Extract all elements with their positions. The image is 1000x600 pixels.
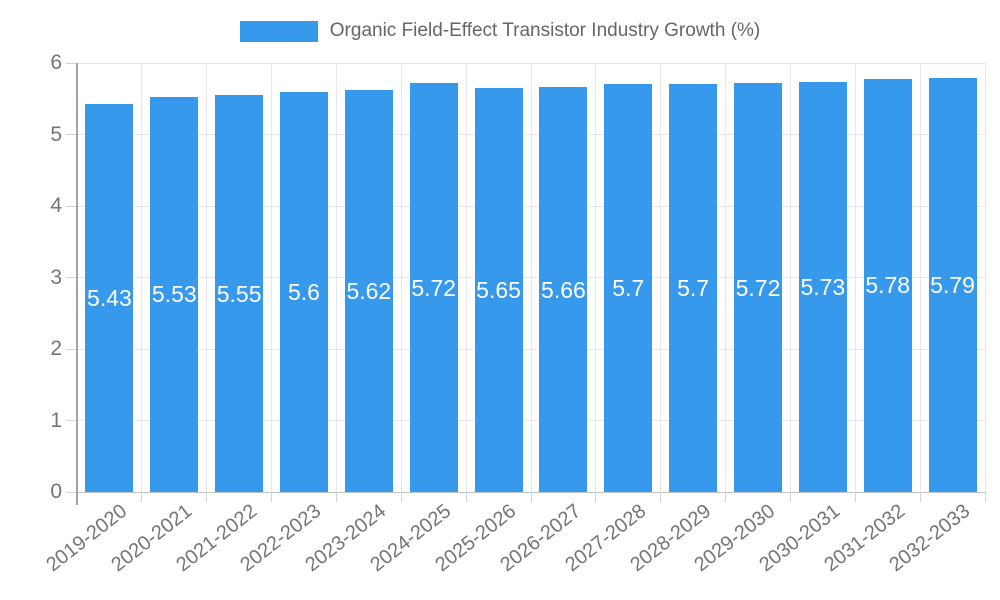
bar-value-label: 5.53 — [151, 281, 197, 308]
y-tick-mark — [66, 205, 77, 207]
bar[interactable] — [474, 88, 523, 492]
bar-value-label: 5.43 — [87, 284, 132, 311]
x-gridline — [206, 63, 208, 492]
x-gridline — [595, 63, 597, 492]
y-tick-mark — [66, 348, 77, 350]
bar[interactable] — [798, 82, 847, 492]
y-tick-mark — [66, 62, 77, 64]
y-tick-label: 4 — [50, 194, 62, 217]
bar-value-label: 5.79 — [930, 272, 975, 298]
y-tick-mark — [66, 277, 77, 278]
x-tick-mark — [141, 492, 143, 502]
bar[interactable] — [669, 84, 718, 492]
bar-value-label: 5.65 — [476, 277, 521, 303]
y-tick-mark — [66, 491, 77, 493]
x-tick-mark — [725, 492, 727, 502]
x-tick-mark — [984, 492, 986, 502]
x-gridline — [660, 63, 662, 492]
x-gridline — [919, 63, 921, 492]
bar-value-label: 5.62 — [346, 278, 392, 305]
bar[interactable] — [344, 90, 393, 492]
y-tick-label: 2 — [50, 337, 62, 360]
bar[interactable] — [863, 78, 912, 492]
x-gridline — [984, 63, 986, 492]
y-axis-line — [76, 63, 78, 505]
legend-label: Organic Field-Effect Transistor Industry… — [329, 20, 761, 41]
x-tick-mark — [400, 492, 402, 502]
bar-value-label: 5.66 — [541, 276, 586, 303]
bar-value-label: 5.55 — [216, 280, 262, 307]
bar[interactable] — [85, 103, 134, 492]
bar-value-label: 5.72 — [411, 274, 457, 301]
bar-value-label: 5.7 — [612, 275, 645, 302]
y-tick-mark — [66, 420, 77, 421]
bar[interactable] — [604, 84, 653, 492]
x-gridline — [725, 63, 727, 492]
bar-value-label: 5.73 — [800, 274, 846, 301]
y-tick-label: 5 — [50, 122, 62, 146]
bar-value-label: 5.78 — [865, 272, 911, 299]
x-tick-mark — [595, 492, 597, 502]
bar[interactable] — [928, 78, 977, 492]
x-tick-mark — [854, 492, 856, 502]
chart-legend[interactable]: Organic Field-Effect Transistor Industry… — [0, 20, 1000, 42]
x-gridline — [465, 63, 467, 492]
x-tick-mark — [789, 492, 791, 502]
x-gridline — [271, 63, 273, 492]
bar[interactable] — [150, 96, 199, 492]
bar-value-label: 5.72 — [735, 274, 781, 301]
y-tick-label: 0 — [50, 480, 62, 503]
bar[interactable] — [409, 83, 458, 492]
x-tick-mark — [335, 492, 337, 502]
x-gridline — [789, 63, 791, 492]
x-tick-mark — [465, 492, 467, 502]
x-tick-mark — [530, 492, 532, 502]
bar[interactable] — [215, 95, 264, 492]
y-tick-label: 3 — [50, 265, 62, 289]
x-tick-mark — [919, 492, 921, 502]
y-tick-label: 1 — [50, 408, 62, 432]
x-gridline — [335, 63, 337, 492]
x-gridline — [400, 63, 402, 492]
x-tick-mark — [271, 492, 273, 502]
x-tick-mark — [660, 492, 662, 502]
x-gridline — [141, 63, 143, 492]
x-gridline — [530, 63, 532, 492]
bar[interactable] — [280, 91, 328, 492]
x-tick-mark — [206, 492, 208, 502]
bar-value-label: 5.7 — [677, 275, 710, 302]
y-tick-label: 6 — [50, 51, 62, 74]
x-gridline — [854, 63, 856, 492]
legend-swatch — [239, 20, 318, 42]
bar-value-label: 5.6 — [288, 278, 320, 305]
y-tick-mark — [66, 134, 77, 135]
bar[interactable] — [734, 83, 782, 492]
bar[interactable] — [539, 87, 588, 492]
